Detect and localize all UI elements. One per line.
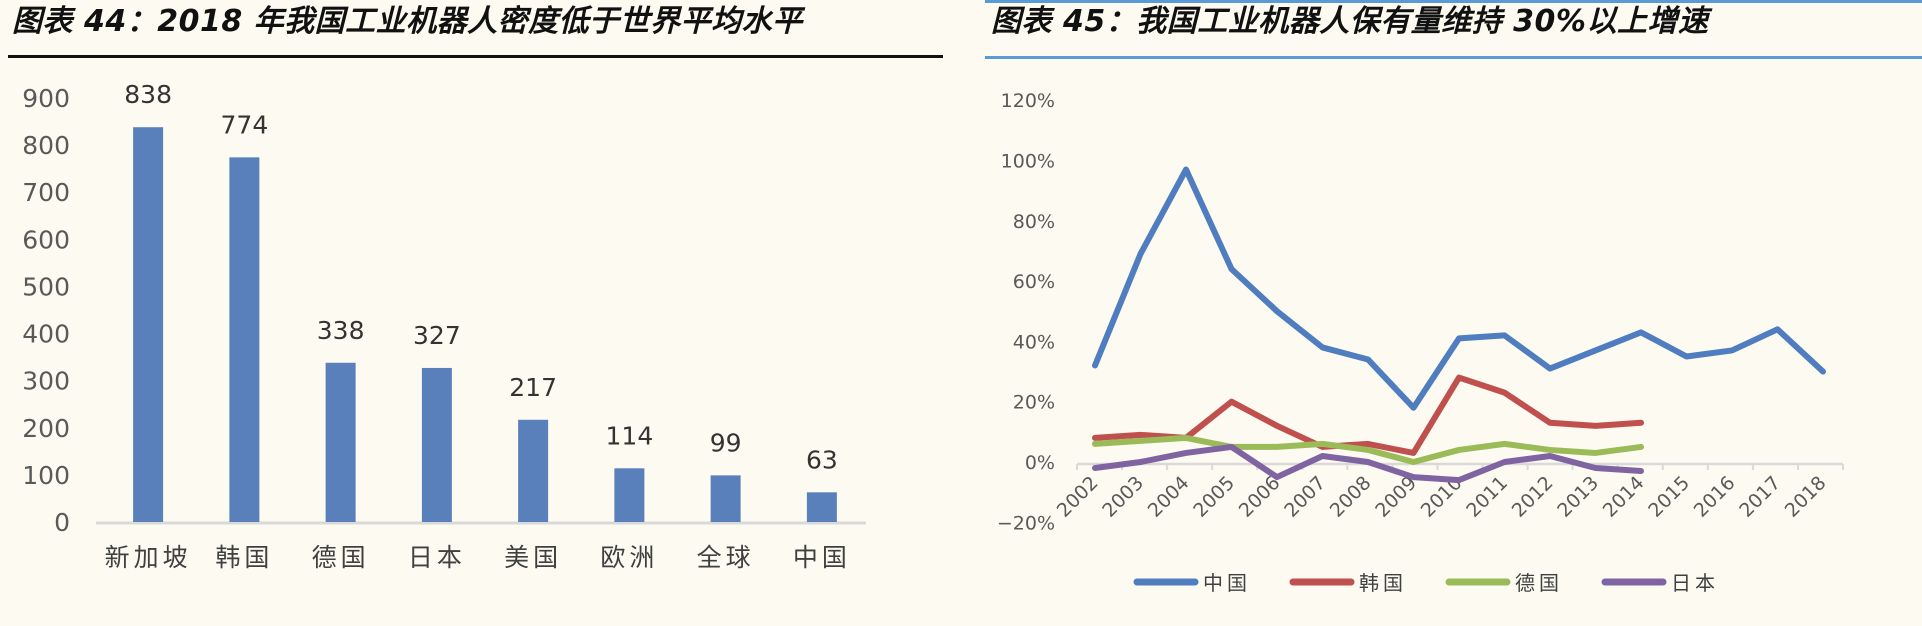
- line-chart: −20%0%20%40%60%80%100%120%20022003200420…: [997, 90, 1844, 595]
- legend-item: 日本: [1601, 571, 1719, 595]
- y-tick-label: 0: [54, 508, 70, 537]
- y-tick-label: 200: [22, 414, 70, 443]
- x-tick-label: 2014: [1599, 472, 1649, 522]
- y-tick-label: 120%: [1001, 90, 1055, 112]
- x-tick-label: 2015: [1644, 472, 1694, 522]
- legend-label: 德国: [1515, 571, 1563, 595]
- y-tick-label: 20%: [1013, 392, 1055, 414]
- x-tick-label: 2005: [1189, 472, 1239, 522]
- y-tick-label: 0%: [1025, 452, 1055, 474]
- x-tick-label: 2008: [1326, 472, 1376, 522]
- bar-value-label: 838: [124, 80, 172, 109]
- title-underline: [985, 56, 1922, 59]
- x-tick-label: 2013: [1553, 472, 1603, 522]
- x-category-label: 美国: [504, 543, 562, 572]
- x-category-label: 全球: [697, 543, 755, 572]
- bar: [710, 475, 741, 522]
- y-tick-label: 500: [22, 272, 70, 301]
- legend-label: 日本: [1671, 571, 1719, 595]
- bar-value-label: 338: [317, 316, 365, 345]
- y-tick-label: −20%: [997, 512, 1055, 534]
- y-tick-label: 40%: [1013, 331, 1055, 353]
- y-tick-label: 600: [22, 225, 70, 254]
- x-category-label: 新加坡: [105, 543, 192, 572]
- bar: [806, 492, 837, 522]
- chart-title: 图表 45：我国工业机器人保有量维持 30%以上增速: [991, 4, 1709, 39]
- y-tick-label: 400: [22, 320, 70, 349]
- legend-item: 德国: [1445, 571, 1563, 595]
- x-tick-label: 2004: [1144, 472, 1194, 522]
- bar-value-label: 114: [606, 421, 654, 450]
- y-tick-label: 900: [22, 84, 70, 113]
- bar: [325, 362, 356, 522]
- bar: [133, 127, 164, 522]
- chart-title: 图表 44：2018 年我国工业机器人密度低于世界平均水平: [12, 4, 803, 39]
- x-category-label: 德国: [312, 543, 370, 572]
- legend-item: 韩国: [1289, 571, 1407, 595]
- x-tick-label: 2002: [1053, 472, 1103, 522]
- x-tick-label: 2003: [1098, 472, 1148, 522]
- legend-label: 韩国: [1359, 571, 1407, 595]
- bar: [229, 157, 260, 523]
- bar-value-label: 327: [413, 321, 461, 350]
- y-tick-label: 700: [22, 178, 70, 207]
- bar: [518, 419, 549, 522]
- y-tick-label: 100: [22, 461, 70, 490]
- x-tick-label: 2007: [1280, 472, 1330, 522]
- y-tick-label: 80%: [1013, 211, 1055, 233]
- title-underline: [8, 55, 943, 58]
- x-tick-label: 2016: [1690, 472, 1740, 522]
- bar-value-label: 63: [806, 445, 838, 474]
- x-tick-label: 2011: [1462, 472, 1512, 522]
- series-line: [1092, 443, 1644, 484]
- title-overline: [985, 0, 1922, 3]
- x-tick-label: 2018: [1781, 472, 1831, 522]
- series-line: [1092, 166, 1826, 411]
- bar-chart: 0 100 200 300 400 500 600 700 800 900 838 新加坡 774 韩国 3…: [22, 80, 866, 572]
- x-category-label: 韩国: [215, 543, 273, 572]
- bar: [614, 468, 645, 522]
- y-tick-label: 300: [22, 367, 70, 396]
- series-line: [1092, 374, 1644, 456]
- bar-value-label: 217: [509, 373, 557, 402]
- legend-item: 中国: [1133, 571, 1251, 595]
- x-category-label: 中国: [793, 543, 851, 572]
- y-tick-label: 60%: [1013, 271, 1055, 293]
- bar-chart-panel: 图表 44：2018 年我国工业机器人密度低于世界平均水平 0 100 200 300…: [0, 0, 960, 626]
- x-category-label: 欧洲: [600, 543, 658, 572]
- line-chart-panel: 图表 45：我国工业机器人保有量维持 30%以上增速 −20% 0% 20% 40% 6…: [985, 0, 1922, 626]
- y-tick-label: 800: [22, 131, 70, 160]
- legend-label: 中国: [1203, 571, 1251, 595]
- bar-value-label: 99: [710, 428, 742, 457]
- series-line: [1092, 434, 1644, 465]
- y-tick-label: 100%: [1001, 151, 1055, 173]
- bar: [421, 367, 452, 522]
- x-tick-label: 2012: [1508, 472, 1558, 522]
- x-category-label: 日本: [408, 543, 466, 572]
- x-tick-label: 2017: [1735, 472, 1785, 522]
- bar-value-label: 774: [221, 110, 269, 139]
